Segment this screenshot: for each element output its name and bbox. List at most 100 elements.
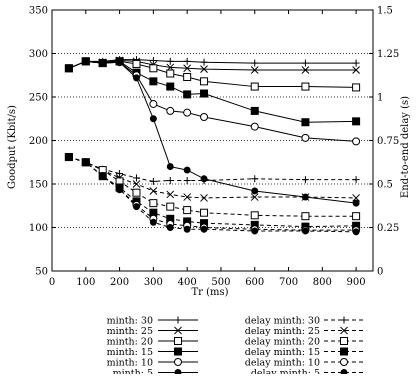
data-point bbox=[352, 83, 361, 92]
legend-item: minth: 15 bbox=[107, 347, 198, 358]
data-point bbox=[183, 193, 192, 201]
data-point bbox=[352, 66, 360, 74]
data-point bbox=[352, 199, 360, 207]
data-point bbox=[183, 72, 192, 81]
data-point bbox=[301, 66, 310, 74]
series-11 bbox=[65, 153, 360, 236]
legend-item: minth: 20 bbox=[107, 337, 198, 348]
legend-item: delay minth: 30 bbox=[245, 316, 364, 327]
x-tick-label: 0 bbox=[49, 277, 55, 288]
data-point bbox=[352, 194, 360, 202]
series-line bbox=[68, 156, 357, 217]
data-point bbox=[352, 176, 360, 184]
data-point bbox=[166, 57, 174, 65]
legend-item: minth: 10 bbox=[107, 358, 198, 369]
grid-lines bbox=[52, 53, 373, 228]
data-point bbox=[116, 185, 124, 193]
data-point bbox=[116, 170, 124, 178]
data-point bbox=[352, 117, 361, 126]
x-tick-label: 700 bbox=[279, 277, 298, 288]
series-8 bbox=[64, 153, 361, 221]
data-point bbox=[250, 122, 259, 131]
data-point bbox=[183, 177, 191, 185]
data-point bbox=[149, 199, 158, 208]
data-point bbox=[200, 177, 208, 185]
y2-tick-label: 0.25 bbox=[377, 223, 399, 234]
data-point bbox=[251, 175, 259, 183]
series-line bbox=[68, 156, 357, 182]
data-point bbox=[99, 59, 107, 67]
data-point bbox=[200, 113, 209, 122]
data-point bbox=[352, 59, 360, 67]
y2-tick-label: 0.75 bbox=[377, 136, 399, 147]
data-point bbox=[183, 225, 191, 233]
data-point bbox=[132, 174, 140, 182]
data-point bbox=[301, 59, 309, 67]
x-tick-label: 400 bbox=[178, 277, 197, 288]
data-point bbox=[301, 176, 309, 184]
legend-label: delay minth: 5 bbox=[251, 368, 320, 374]
legend-marker bbox=[340, 369, 348, 376]
legend-label: minth: 20 bbox=[107, 337, 153, 348]
series-line bbox=[68, 156, 357, 199]
data-point bbox=[301, 212, 310, 221]
y-tick-label: 350 bbox=[29, 6, 48, 17]
y2-tick-label: 1.25 bbox=[377, 49, 399, 60]
series-line bbox=[68, 156, 357, 228]
legend-item: minth: 25 bbox=[107, 326, 198, 337]
legend-marker bbox=[174, 358, 182, 366]
x-tick-label: 800 bbox=[313, 277, 332, 288]
x-tick-label: 600 bbox=[245, 277, 264, 288]
series-3 bbox=[64, 57, 361, 127]
y-tick-label: 100 bbox=[29, 223, 48, 234]
data-point bbox=[200, 225, 208, 233]
y-axis-label: Goodput (Kbit/s) bbox=[7, 105, 18, 189]
data-point bbox=[149, 177, 157, 185]
legend-item: delay minth: 5 bbox=[251, 368, 364, 378]
legend-marker bbox=[340, 347, 348, 356]
series-1 bbox=[65, 56, 360, 74]
legend-label: minth: 30 bbox=[107, 316, 153, 327]
data-point bbox=[149, 218, 157, 226]
y2-axis-label: End-to-end delay (s) bbox=[400, 96, 411, 198]
data-point bbox=[251, 187, 259, 195]
legend-item: delay minth: 20 bbox=[245, 337, 364, 348]
series-7 bbox=[65, 153, 360, 202]
y-tick-label: 300 bbox=[29, 49, 48, 60]
data-point bbox=[183, 108, 192, 117]
data-point bbox=[250, 193, 259, 201]
data-point bbox=[149, 56, 157, 64]
legend-label: delay minth: 25 bbox=[245, 326, 320, 337]
x-tick-label: 300 bbox=[144, 277, 163, 288]
series-line bbox=[68, 60, 357, 88]
data-point bbox=[250, 82, 259, 91]
legend-marker bbox=[174, 369, 182, 376]
legend-marker bbox=[174, 326, 182, 335]
data-point bbox=[99, 172, 107, 180]
series-line bbox=[68, 156, 357, 233]
y-tick-label: 150 bbox=[29, 180, 48, 191]
data-point bbox=[166, 190, 175, 199]
data-point bbox=[352, 228, 360, 236]
x-axis-label: Tr (ms) bbox=[191, 287, 228, 298]
y-tick-label: 200 bbox=[29, 136, 48, 147]
series-9 bbox=[64, 153, 361, 231]
legend-label: minth: 5 bbox=[113, 368, 153, 374]
data-point bbox=[132, 74, 140, 82]
data-point bbox=[166, 202, 175, 211]
data-point bbox=[183, 64, 192, 73]
series-6 bbox=[65, 153, 360, 185]
data-point bbox=[132, 203, 140, 211]
data-point bbox=[250, 106, 259, 115]
data-point bbox=[65, 64, 73, 72]
data-point bbox=[301, 133, 310, 142]
legend-item: delay minth: 15 bbox=[245, 347, 364, 358]
legend-label: minth: 10 bbox=[107, 358, 153, 369]
data-point bbox=[183, 90, 192, 99]
data-point bbox=[301, 118, 310, 127]
series-line bbox=[68, 60, 357, 142]
legend-label: delay minth: 30 bbox=[245, 316, 320, 327]
data-point bbox=[149, 99, 158, 108]
